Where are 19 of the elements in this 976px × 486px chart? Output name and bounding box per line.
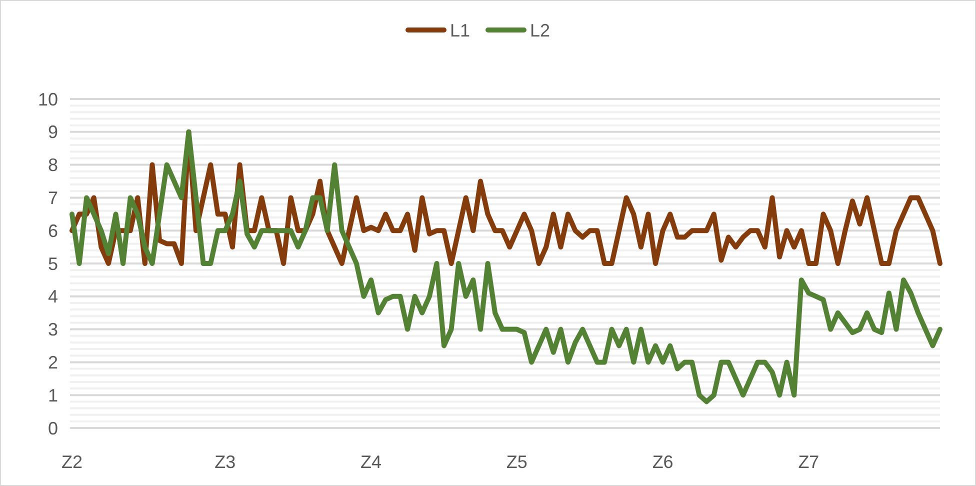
y-tick-label: 0 [48,418,58,438]
x-tick-label: Z3 [214,452,236,472]
y-tick-label: 10 [38,89,58,110]
x-tick-label: Z5 [506,452,528,472]
y-tick-label: 8 [48,155,58,176]
y-tick-label: 4 [48,286,58,307]
x-tick-label: Z2 [61,452,83,472]
y-tick-label: 3 [48,320,58,340]
legend-label: L2 [530,20,550,40]
y-tick-label: 6 [48,220,58,241]
y-tick-label: 1 [48,385,58,406]
x-tick-label: Z6 [652,452,674,472]
y-tick-label: 5 [48,254,58,274]
y-tick-label: 9 [48,122,58,142]
legend-label: L1 [450,20,470,40]
x-tick-label: Z4 [360,452,382,472]
y-tick-label: 2 [48,352,58,372]
y-tick-label: 7 [48,188,58,208]
x-tick-label: Z7 [798,452,820,472]
